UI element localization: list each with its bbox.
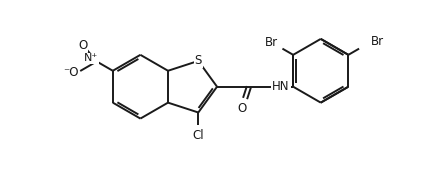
Text: S: S <box>194 54 202 67</box>
Text: O: O <box>237 102 246 115</box>
Text: Br: Br <box>264 36 278 49</box>
Text: O: O <box>79 39 87 52</box>
Text: Br: Br <box>371 35 385 48</box>
Text: HN: HN <box>272 80 289 93</box>
Text: N⁺: N⁺ <box>84 53 98 63</box>
Text: Cl: Cl <box>193 129 204 142</box>
Text: ⁻O: ⁻O <box>63 66 78 79</box>
